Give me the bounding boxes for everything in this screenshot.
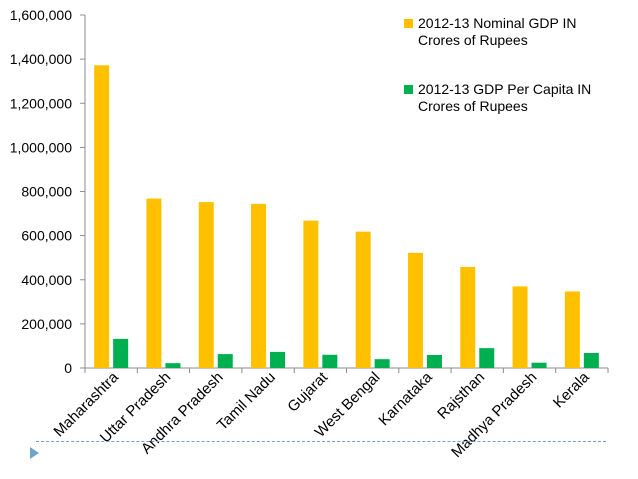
- bar-gdp-per-capita-9: [583, 352, 599, 368]
- bars: [94, 65, 599, 369]
- x-tick-label: Gujarat: [284, 368, 331, 415]
- bar-nominal-gdp-0: [94, 65, 110, 369]
- bar-gdp-per-capita-6: [426, 354, 442, 368]
- bar-nominal-gdp-1: [146, 198, 162, 368]
- bar-gdp-per-capita-0: [113, 338, 129, 368]
- bar-nominal-gdp-9: [564, 291, 580, 368]
- bar-nominal-gdp-6: [407, 252, 423, 368]
- legend-swatch: [404, 19, 413, 28]
- y-tick-label: 200,000: [21, 316, 72, 332]
- y-tick-label: 400,000: [21, 272, 72, 288]
- y-tick-label: 1,200,000: [10, 95, 72, 111]
- bar-gdp-per-capita-1: [165, 363, 181, 368]
- bar-gdp-per-capita-8: [531, 362, 547, 368]
- bar-gdp-per-capita-5: [374, 359, 390, 368]
- y-tick-label: 0: [64, 360, 72, 376]
- bar-gdp-per-capita-4: [322, 354, 338, 368]
- y-tick-label: 1,400,000: [10, 51, 72, 67]
- y-tick-label: 800,000: [21, 184, 72, 200]
- y-tick-label: 600,000: [21, 228, 72, 244]
- x-tick-label: Rajsthan: [434, 369, 488, 423]
- legend-label: 2012-13 Nominal GDP IN: [418, 15, 576, 31]
- y-tick-label: 1,600,000: [10, 7, 72, 23]
- bar-gdp-per-capita-7: [479, 348, 495, 368]
- bar-nominal-gdp-2: [198, 202, 214, 368]
- legend-label: Crores of Rupees: [418, 32, 528, 48]
- bar-nominal-gdp-3: [251, 203, 267, 368]
- y-axis: 0 200,000 400,000 600,000 800,000 1,000,000 1,…: [10, 7, 86, 376]
- slide-arrow-icon: [30, 447, 39, 459]
- bar-nominal-gdp-7: [460, 266, 476, 368]
- bar-gdp-per-capita-3: [270, 351, 286, 368]
- x-tick-label: Karnataka: [375, 368, 436, 429]
- footer-divider: [36, 441, 606, 442]
- legend-label: Crores of Rupees: [418, 98, 528, 114]
- bar-nominal-gdp-8: [512, 286, 528, 368]
- bar-nominal-gdp-5: [355, 231, 371, 368]
- bar-nominal-gdp-4: [303, 220, 319, 368]
- legend-swatch: [404, 85, 413, 94]
- x-tick-label: Kerala: [550, 368, 593, 411]
- y-tick-label: 1,000,000: [10, 139, 72, 155]
- legend-label: 2012-13 GDP Per Capita IN: [418, 81, 591, 97]
- bar-gdp-per-capita-2: [217, 354, 233, 368]
